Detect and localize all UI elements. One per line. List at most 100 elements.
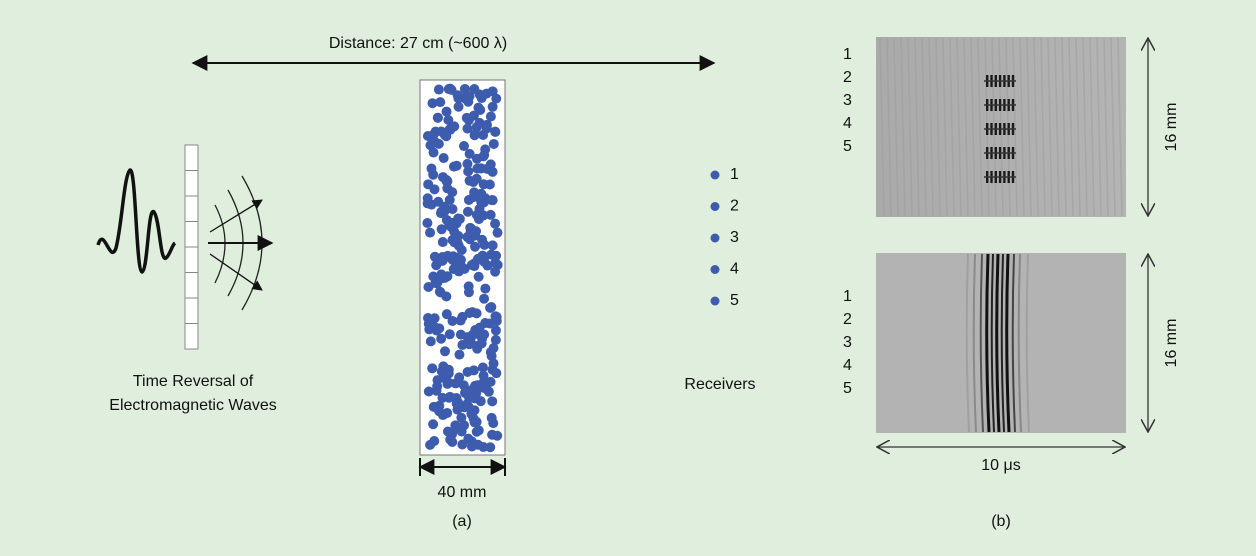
- scatterer-dot: [468, 365, 479, 376]
- scatterer-dot: [474, 117, 485, 128]
- scatterer-dot: [433, 84, 444, 95]
- scatterer-dot: [487, 86, 498, 97]
- scatterer-dot: [471, 388, 482, 399]
- receiver-dot: [710, 170, 720, 180]
- scatterer-dot: [486, 412, 497, 423]
- receiver-label: 3: [730, 229, 739, 246]
- texture: [942, 37, 948, 217]
- scatterer-dot: [428, 419, 439, 430]
- scatterer-dot: [436, 206, 447, 217]
- waveform: [96, 168, 177, 274]
- scatterer-dot: [440, 346, 451, 357]
- scatterer-dot: [477, 333, 488, 344]
- texture: [886, 37, 892, 217]
- scatterer-dot: [463, 287, 474, 298]
- texture: [914, 37, 920, 217]
- row-label: 2: [843, 69, 852, 86]
- texture: [1019, 37, 1025, 217]
- scatterer-dot: [462, 123, 473, 134]
- scatterer-dot: [423, 179, 434, 190]
- scatterer-dot: [461, 91, 472, 102]
- wavefront-stripe: [1011, 253, 1016, 433]
- scatterer-dot: [463, 401, 474, 412]
- scatterer-dot: [490, 257, 501, 268]
- texture: [1012, 37, 1018, 217]
- wavefront-stripe: [990, 253, 995, 433]
- scatterer-dot: [444, 194, 455, 205]
- scatterer-dot: [488, 138, 499, 149]
- scatterer-dot: [466, 223, 477, 234]
- scatterer-dot: [427, 98, 438, 109]
- scatterer-dot: [454, 349, 465, 360]
- scatterer-dot: [428, 147, 439, 158]
- scatterer-dot: [488, 358, 499, 369]
- texture: [1075, 37, 1081, 217]
- scatterer-dot: [441, 106, 452, 117]
- texture: [1082, 37, 1088, 217]
- texture: [1089, 37, 1095, 217]
- texture: [928, 37, 934, 217]
- scatterer-dot: [486, 249, 497, 260]
- scatterer-dot: [436, 126, 447, 137]
- scatterer-dot: [490, 218, 501, 229]
- receiver-dot: [710, 265, 720, 274]
- wavefront-stripe: [1017, 253, 1022, 433]
- antenna-element: [184, 272, 199, 299]
- scatterer-dot: [441, 291, 452, 302]
- scatterer-dot: [459, 141, 470, 152]
- wavefront-stripe: [965, 253, 970, 433]
- scatterer-dot: [462, 158, 473, 169]
- scatterer-dot: [447, 315, 458, 326]
- scatterer-dot: [462, 206, 473, 217]
- scatterer-dot: [491, 311, 502, 322]
- scatterer-dot: [457, 439, 468, 450]
- scatterer-dot: [479, 383, 490, 394]
- antenna-element: [184, 323, 199, 350]
- row-label: 2: [843, 311, 852, 328]
- scatterer-dot: [446, 222, 457, 233]
- texture: [1061, 37, 1067, 217]
- scatterer-dot: [453, 240, 464, 251]
- scatterer-dot: [442, 378, 453, 389]
- texture: [1040, 37, 1046, 217]
- scatterer-dot: [453, 213, 464, 224]
- scatterer-dot: [475, 104, 486, 115]
- scatterer-dot: [485, 376, 496, 387]
- scatterer-dot: [475, 396, 486, 407]
- row-label: 5: [843, 138, 852, 155]
- receiver-label: 1: [730, 166, 739, 183]
- time-label: 10 μs: [981, 457, 1020, 474]
- row-label: 3: [843, 334, 852, 351]
- antenna-element: [184, 297, 199, 324]
- focused-signals: 1 2 3 4 5: [843, 37, 1123, 217]
- scatterer-dot: [441, 174, 452, 185]
- texture: [900, 37, 906, 217]
- scatterer-dot: [487, 240, 498, 251]
- texture: [991, 37, 997, 217]
- scatterer-dot: [448, 161, 459, 172]
- scatterer-dot: [485, 111, 496, 122]
- scatterer-dot: [435, 97, 446, 108]
- scatterer-dot: [453, 101, 464, 112]
- antenna-element: [184, 170, 199, 197]
- scatterer-dot: [466, 260, 477, 271]
- texture: [1103, 37, 1109, 217]
- scatterer-dot: [479, 293, 490, 304]
- scatterer-dot: [490, 334, 501, 345]
- scatterer-dot: [436, 224, 447, 235]
- scatterer-dot: [452, 404, 463, 415]
- texture: [879, 37, 885, 217]
- texture: [1054, 37, 1060, 217]
- row-label: 5: [843, 380, 852, 397]
- scatterer-dot: [467, 307, 478, 318]
- scatterer-dot: [429, 251, 440, 262]
- scatterer-dot: [492, 430, 503, 441]
- scatterer-dot: [463, 166, 474, 177]
- scatterer-dot: [464, 234, 475, 245]
- receiver-dot: [710, 233, 720, 243]
- scatterer-dot: [432, 375, 443, 386]
- scatterer-dot: [436, 273, 447, 284]
- scatterer-dot: [485, 209, 496, 220]
